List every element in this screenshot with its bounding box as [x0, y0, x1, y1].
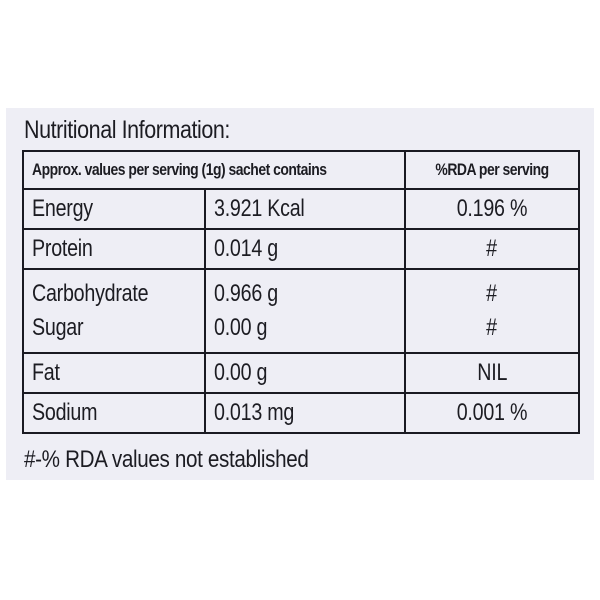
label-heading: Nutritional Information:	[24, 116, 230, 144]
nutrient-value: 0.00 g	[203, 352, 407, 394]
table-row-energy: Energy 3.921 Kcal 0.196 %	[22, 188, 581, 230]
table-header-row: Approx. values per serving (1g) sachet c…	[21, 150, 581, 190]
label-footnote: #-% RDA values not established	[24, 446, 309, 473]
nutrient-name: Carbohydrate Sugar	[22, 268, 206, 354]
nutrient-rda: 0.001 %	[404, 392, 581, 434]
nutrient-value: 0.966 g 0.00 g	[203, 268, 407, 354]
nutrient-rda: #	[404, 228, 581, 270]
nutrient-value: 3.921 Kcal	[203, 188, 407, 230]
table-row-fat: Fat 0.00 g NIL	[22, 352, 581, 394]
header-serving: Approx. values per serving (1g) sachet c…	[21, 150, 407, 190]
table-row-carbohydrate: Carbohydrate Sugar 0.966 g 0.00 g # #	[22, 268, 581, 354]
nutrient-rda: # #	[404, 268, 581, 354]
nutrient-value: 0.013 mg	[203, 392, 407, 434]
nutrient-rda: NIL	[404, 352, 581, 394]
nutrient-name: Energy	[22, 188, 206, 230]
nutrition-table: Approx. values per serving (1g) sachet c…	[21, 150, 581, 434]
nutrient-name: Sodium	[22, 392, 206, 434]
table-row-sodium: Sodium 0.013 mg 0.001 %	[22, 392, 581, 434]
nutrient-name: Fat	[22, 352, 206, 394]
table-row-protein: Protein 0.014 g #	[22, 228, 581, 270]
nutrient-rda: 0.196 %	[404, 188, 581, 230]
nutrient-name: Protein	[22, 228, 206, 270]
nutrient-value: 0.014 g	[203, 228, 407, 270]
header-rda: %RDA per serving	[404, 150, 581, 190]
